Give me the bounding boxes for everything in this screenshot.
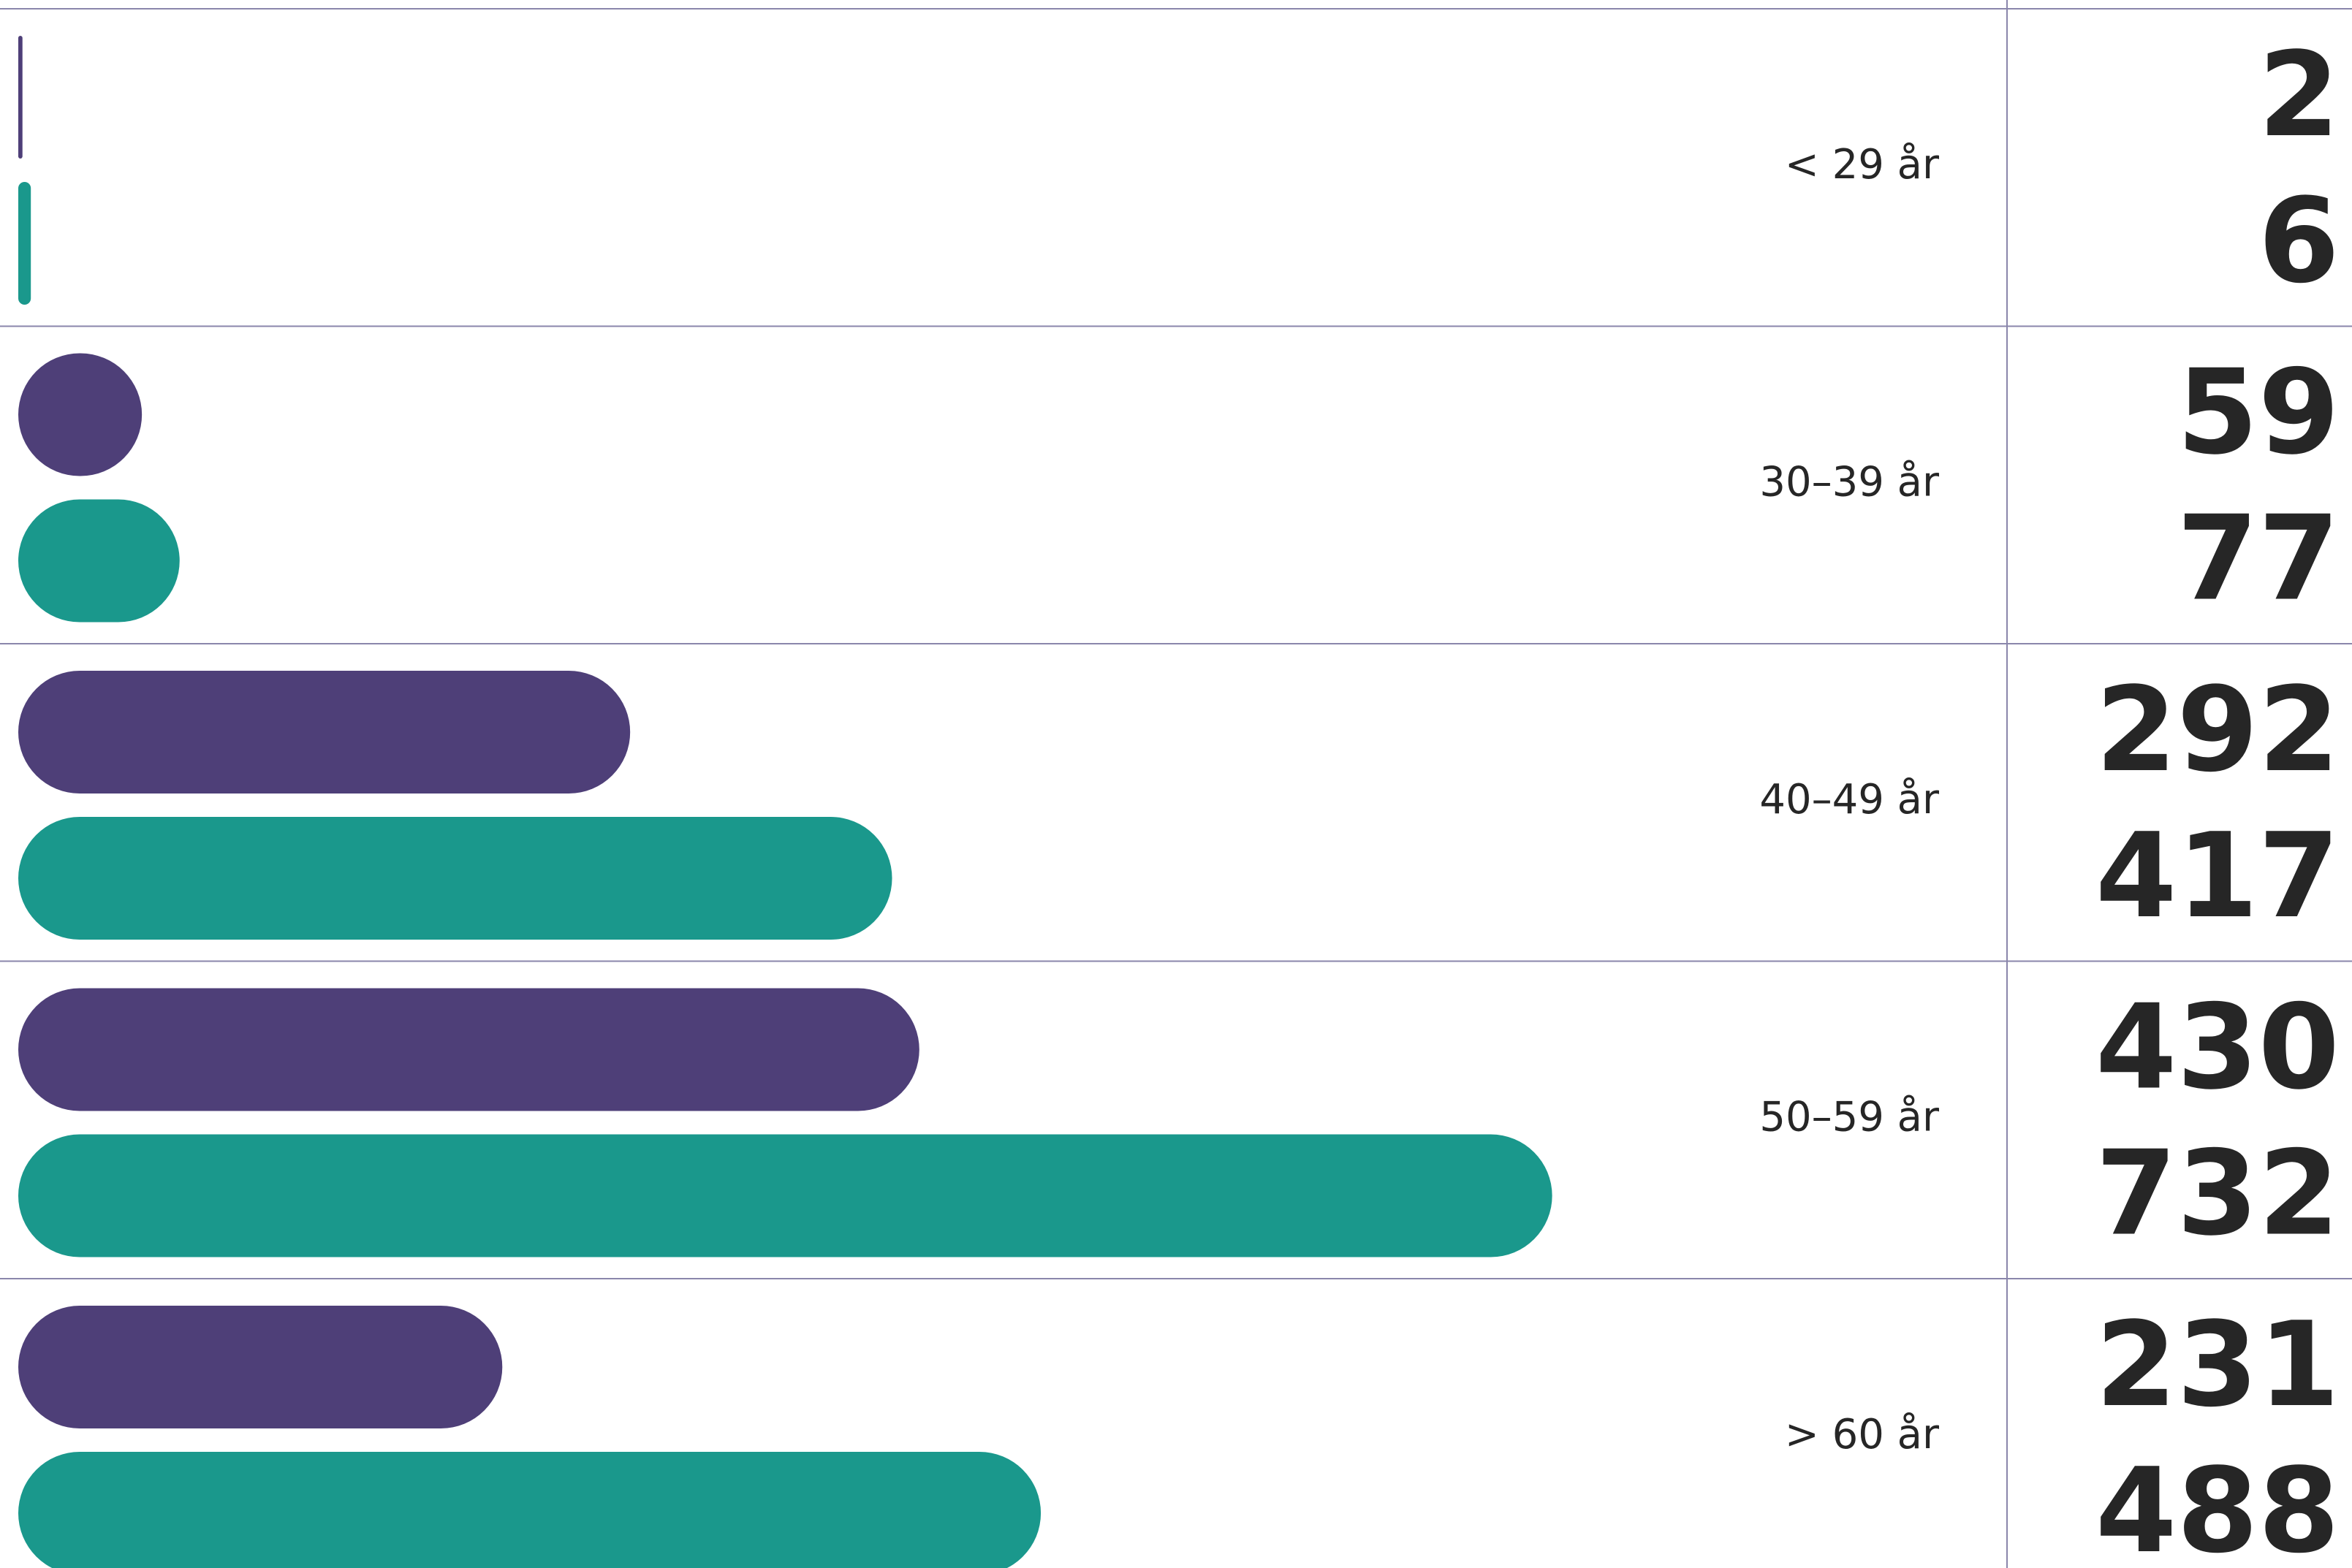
bar [18,1306,503,1428]
bar [18,353,143,476]
value-label: 59 [2177,343,2340,480]
bar [18,817,892,940]
category-label: 30–39 år [1759,459,1940,506]
value-label: 6 [2258,172,2340,309]
value-label: 77 [2177,490,2340,626]
bar [18,499,180,623]
category-label: 50–59 år [1759,1094,1940,1141]
category-label: 40–49 år [1759,776,1940,823]
value-label: 430 [2095,978,2340,1115]
bar [18,182,31,305]
value-label: 417 [2095,807,2340,944]
bar [18,36,23,159]
value-label: 488 [2095,1442,2340,1568]
value-label: 732 [2095,1124,2340,1261]
bar [18,1134,1552,1257]
value-label: 231 [2095,1296,2340,1433]
value-label: 2 [2258,26,2340,163]
bar [18,988,919,1111]
category-label: < 29 år [1785,141,1940,189]
category-label: > 60 år [1785,1411,1940,1458]
bar [18,671,631,793]
bar [18,1452,1042,1568]
value-label: 292 [2095,661,2340,798]
